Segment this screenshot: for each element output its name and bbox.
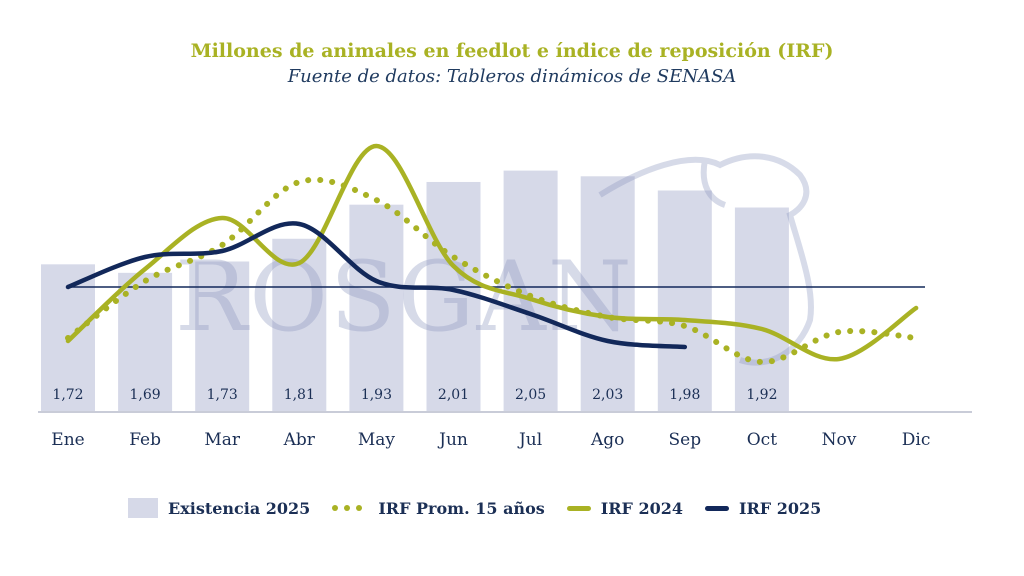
bar-jun [426, 181, 481, 412]
watermark: ROSGAN [175, 153, 814, 366]
bar-sep [657, 190, 712, 412]
x-tick-label-abr: Abr [283, 430, 316, 450]
legend-item-irf-prom: IRF Prom. 15 años [332, 498, 545, 518]
legend-item-existencia: Existencia 2025 [128, 498, 310, 518]
bar-value-label: 2,01 [438, 387, 469, 403]
bar-value-label: 1,73 [207, 387, 238, 403]
bar-value-label: 2,05 [515, 387, 546, 403]
x-tick-label-mar: Mar [204, 430, 241, 450]
x-tick-label-nov: Nov [822, 430, 857, 450]
x-tick-label-may: May [358, 430, 396, 450]
bar-abr [272, 238, 327, 412]
legend-line-swatch [705, 505, 729, 511]
bar-value-label: 1,98 [669, 387, 700, 403]
legend-label: IRF 2025 [739, 498, 822, 518]
x-tick-label-oct: Oct [747, 430, 777, 450]
legend-line-swatch [566, 505, 591, 511]
bar-value-label: 1,69 [130, 387, 161, 403]
legend-label: IRF Prom. 15 años [378, 498, 545, 518]
legend-dotted-swatch [332, 505, 368, 511]
legend-label: Existencia 2025 [168, 498, 311, 518]
x-tick-label-dic: Dic [902, 430, 931, 450]
x-tick-label-ago: Ago [590, 430, 624, 450]
legend-bar-swatch [128, 498, 158, 518]
x-tick-label-ene: Ene [51, 430, 84, 450]
watermark-text: ROSGAN [175, 241, 634, 353]
chart-title: Millones de animales en feedlot e índice… [190, 40, 834, 62]
legend-item-irf-2024: IRF 2024 [566, 498, 683, 518]
x-tick-label-sep: Sep [669, 430, 702, 450]
legend-item-irf-2025: IRF 2025 [705, 499, 821, 518]
bar-may [349, 204, 404, 412]
cow-head-icon [598, 153, 814, 366]
legend-label: IRF 2024 [600, 498, 683, 518]
bar-value-label: 1,72 [52, 387, 83, 403]
legend: Existencia 2025 IRF Prom. 15 años IRF 20… [128, 498, 843, 518]
x-tick-label-feb: Feb [129, 430, 161, 450]
bar-value-label: 1,81 [284, 387, 315, 403]
lines-group [65, 143, 920, 366]
bar-value-label: 1,93 [361, 387, 392, 403]
x-tick-label-jun: Jun [437, 430, 468, 450]
x-tick-labels: Ene Feb Mar Abr May Jun Jul Ago Sep Oct Nov Dic [51, 430, 930, 450]
bar-ago [580, 176, 635, 412]
bar-value-label: 1,92 [746, 387, 777, 403]
bar-value-label: 2,03 [592, 387, 623, 403]
bar-jul [503, 170, 558, 412]
chart-subtitle: Fuente de datos: Tableros dinámicos de S… [287, 66, 737, 87]
bar-oct [734, 207, 789, 412]
x-tick-label-jul: Jul [517, 430, 542, 450]
